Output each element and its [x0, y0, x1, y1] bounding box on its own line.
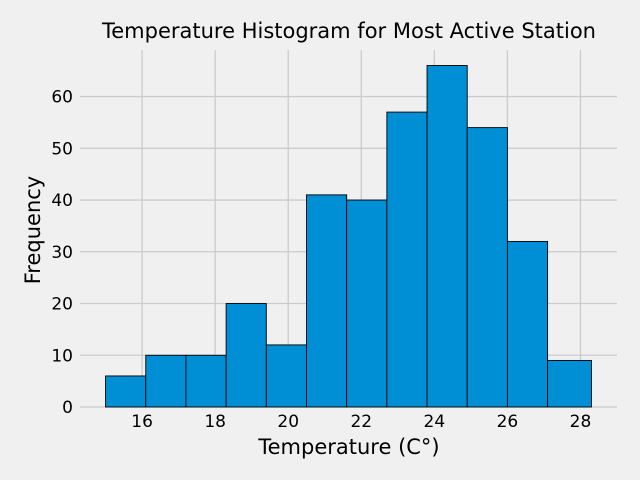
y-tick-label: 30 [51, 243, 73, 263]
x-tick-label: 16 [131, 412, 153, 432]
histogram-bar [306, 194, 348, 408]
histogram-bar [145, 354, 187, 408]
y-tick-label: 10 [51, 346, 73, 366]
y-tick-label: 50 [51, 139, 73, 159]
histogram-bar [547, 359, 592, 408]
histogram-bar [386, 111, 428, 408]
histogram-bar [105, 375, 147, 408]
x-tick-label: 26 [497, 412, 519, 432]
x-tick-label: 22 [350, 412, 372, 432]
y-tick-label: 40 [51, 191, 73, 211]
y-axis-label: Frequency [21, 176, 45, 285]
x-axis-label: Temperature (C°) [257, 435, 439, 459]
x-tick-label: 24 [424, 412, 446, 432]
y-tick-label: 60 [51, 88, 73, 108]
y-tick-label: 0 [62, 398, 73, 418]
x-tick-label: 28 [570, 412, 592, 432]
histogram-bar [426, 65, 468, 408]
histogram-bar [265, 344, 307, 408]
x-tick-label: 18 [204, 412, 226, 432]
histogram-bar [346, 199, 388, 408]
y-axis-ticks: 0 10 20 30 40 50 60 [51, 88, 73, 418]
x-axis-ticks: 16 18 20 22 24 26 28 [131, 412, 591, 432]
histogram-bar [225, 303, 267, 408]
y-tick-label: 20 [51, 295, 73, 315]
x-tick-label: 20 [277, 412, 299, 432]
histogram-bars [105, 65, 592, 408]
histogram-bar [506, 240, 549, 408]
histogram-bar [466, 127, 508, 408]
histogram-bar [185, 354, 227, 408]
chart-title: Temperature Histogram for Most Active St… [101, 19, 596, 43]
